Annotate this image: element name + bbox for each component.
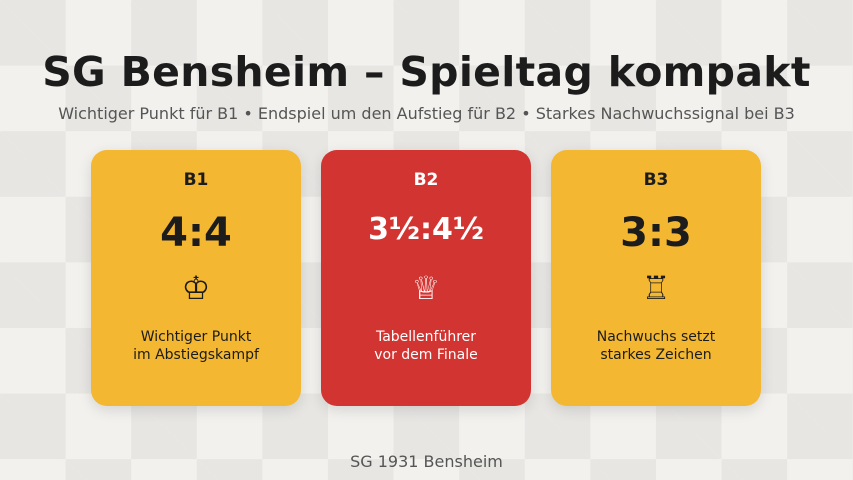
chess-rook-icon: ♖: [641, 269, 671, 307]
card-description: Wichtiger Punkt im Abstiegskampf: [91, 328, 301, 364]
score: 3:3: [620, 210, 692, 256]
chess-king-icon: ♔: [181, 269, 211, 307]
footer: SG 1931 Bensheim: [350, 452, 503, 471]
desc-line: Wichtiger Punkt: [140, 329, 252, 345]
chess-queen-icon: ♕: [411, 269, 441, 307]
desc-line: vor dem Finale: [374, 347, 478, 363]
desc-line: im Abstiegskampf: [133, 347, 259, 363]
desc-line: Tabellenführer: [375, 329, 477, 345]
page-subtitle: Wichtiger Punkt für B1 • Endspiel um den…: [58, 104, 795, 123]
card-b2: B2 3½:4½ ♕ Tabellenführer vor dem Finale: [321, 150, 531, 406]
card-description: Tabellenführer vor dem Finale: [321, 328, 531, 364]
card-b1: B1 4:4 ♔ Wichtiger Punkt im Abstiegskampf: [91, 150, 301, 406]
card-b3: B3 3:3 ♖ Nachwuchs setzt starkes Zeichen: [551, 150, 761, 406]
score: 4:4: [160, 210, 232, 256]
team-label: B3: [643, 170, 669, 190]
score: 3½:4½: [368, 212, 484, 247]
desc-line: Nachwuchs setzt: [596, 329, 716, 345]
team-label: B1: [183, 170, 209, 190]
desc-line: starkes Zeichen: [600, 347, 712, 363]
page-title: SG Bensheim – Spieltag kompakt: [42, 48, 811, 96]
team-label: B2: [413, 170, 439, 190]
card-description: Nachwuchs setzt starkes Zeichen: [551, 328, 761, 364]
